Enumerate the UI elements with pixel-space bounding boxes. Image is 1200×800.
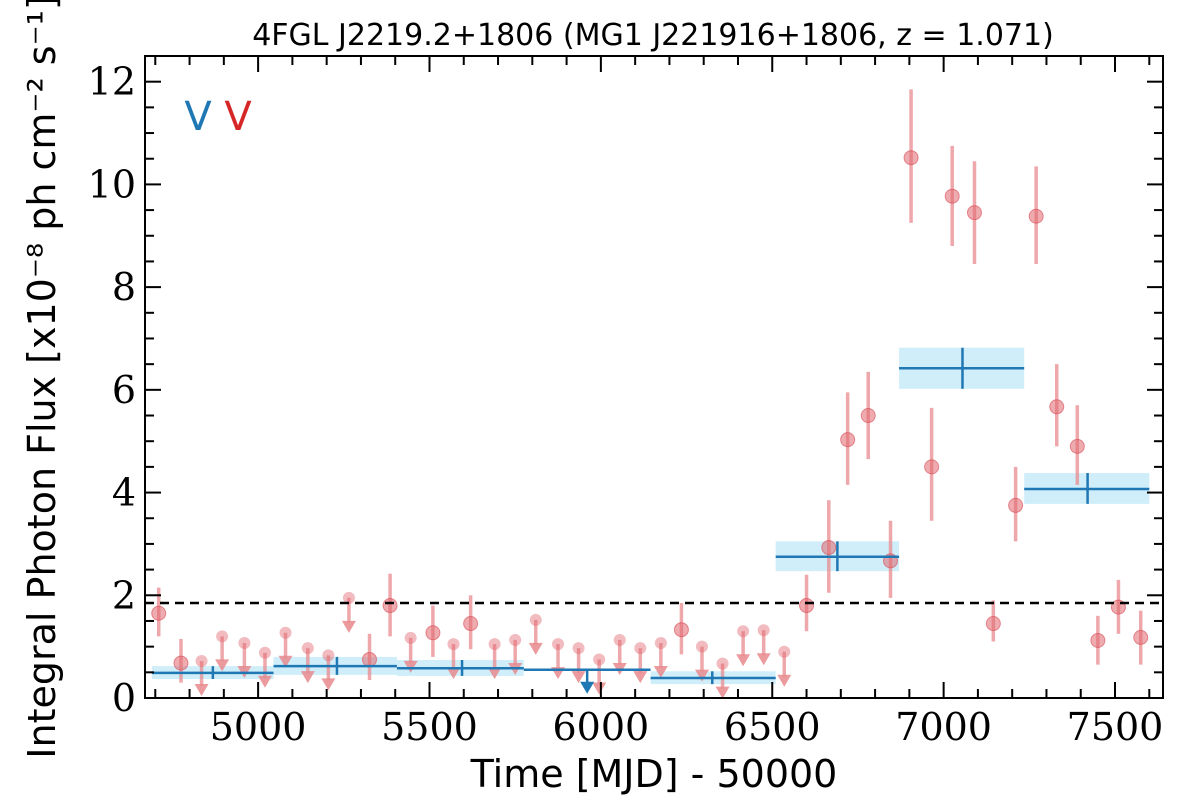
y-tick-label: 4 [112, 471, 136, 515]
short-bin-upper-limit-point [654, 637, 667, 650]
short-bin-upper-limit-point [447, 638, 460, 651]
short-bin-point [821, 540, 837, 556]
short-bin-upper-limit-marker [341, 620, 356, 633]
short-bin-upper-limit-marker [592, 682, 607, 695]
short-bin-upper-limit-marker [487, 667, 502, 680]
short-bin-point [463, 616, 479, 632]
short-bin-upper-limit-marker [300, 671, 315, 684]
short-bin-point [944, 188, 960, 204]
short-bin-upper-limit-marker [715, 686, 730, 699]
short-bin-upper-limit-marker [756, 653, 771, 666]
short-bin-upper-limit-marker [694, 669, 709, 682]
short-bin-upper-limit-marker [736, 654, 751, 667]
x-tick-label: 7000 [895, 705, 992, 749]
short-bin-upper-limit-marker [446, 667, 461, 680]
short-bin-upper-limit-point [342, 591, 355, 604]
short-bin-upper-limit-point [488, 638, 501, 651]
short-bin-upper-limit-marker [278, 655, 293, 668]
short-bin-point [382, 598, 398, 614]
short-bin-point [924, 459, 940, 475]
plot-area [145, 89, 1163, 699]
short-bin-upper-limit-marker [571, 671, 586, 684]
short-bin-point [860, 408, 876, 424]
short-bin-upper-limit-point [195, 655, 208, 668]
short-bin-upper-limit-marker [321, 678, 336, 691]
short-bin-upper-limit-marker [215, 659, 230, 672]
legend-mark: V [184, 94, 212, 140]
y-tick-label: 12 [88, 60, 136, 104]
short-bin-upper-limit-marker [257, 675, 272, 688]
short-bin-point [1049, 399, 1065, 415]
short-bin-upper-limit-point [757, 624, 770, 637]
short-bin-point [966, 205, 982, 221]
y-tick-label: 2 [112, 573, 136, 617]
y-tick-label: 0 [112, 676, 136, 720]
short-bin-point [840, 432, 856, 448]
short-bin-upper-limit-point [695, 640, 708, 653]
y-axis-title: Integral Photon Flux [x10⁻⁸ ph cm⁻² s⁻¹] [20, 0, 64, 759]
short-bin-upper-limit-point [737, 625, 750, 638]
short-bin-upper-limit-point [322, 649, 335, 662]
x-tick-label: 5000 [210, 705, 307, 749]
short-bin-point [1069, 438, 1085, 454]
short-bin-upper-limit-point [238, 637, 251, 650]
short-bin-upper-limit-point [716, 657, 729, 670]
short-bin-upper-limit-point [216, 630, 229, 643]
short-bin-point [1028, 208, 1044, 224]
short-bin-upper-limit-point [552, 638, 565, 651]
legend-mark: V [224, 94, 252, 140]
x-tick-label: 5500 [381, 705, 478, 749]
short-bin-point [985, 616, 1001, 632]
short-bin-point [1008, 497, 1024, 513]
short-bin-point [151, 605, 167, 621]
short-bin-upper-limit-point [634, 642, 647, 655]
short-bin-point [1090, 632, 1106, 648]
axis-tick-labels: 5000 5500 6000 6500 7000 7500 0 2 4 6 8 10 12 [88, 60, 1164, 749]
x-tick-label: 7500 [1067, 705, 1164, 749]
short-bin-upper-limit-point [509, 633, 522, 646]
short-bin-point [362, 651, 378, 667]
x-axis-title: Time [MJD] - 50000 [470, 752, 838, 796]
short-bin-upper-limit-point [301, 642, 314, 655]
short-bin-point [1133, 629, 1149, 645]
short-bin-upper-limit-point [613, 633, 626, 646]
short-bin-point [799, 598, 815, 614]
short-bin-point [903, 150, 919, 166]
short-bin-upper-limit-point [778, 645, 791, 658]
short-bin-upper-limit-marker [777, 674, 792, 687]
x-tick-label: 6000 [553, 705, 650, 749]
long-bin-upper-limit-marker [580, 681, 595, 694]
short-bin-upper-limit-point [279, 626, 292, 639]
x-tick-label: 6500 [724, 705, 821, 749]
chart-title: 4FGL J2219.2+1806 (MG1 J221916+1806, z =… [252, 18, 1054, 53]
short-bin-point [173, 655, 189, 671]
short-bin-upper-limit-point [404, 631, 417, 644]
plot-frame [144, 55, 1164, 699]
short-bin-upper-limit-marker [403, 660, 418, 673]
short-bin-upper-limit-point [593, 653, 606, 666]
y-tick-label: 6 [112, 368, 136, 412]
short-bin-upper-limit-marker [653, 666, 668, 679]
y-tick-label: 10 [88, 162, 136, 206]
short-bin-upper-limit-point [529, 613, 542, 626]
short-bin-point [425, 625, 441, 641]
axis-ticks [145, 56, 1163, 699]
short-bin-upper-limit-marker [633, 671, 648, 684]
y-tick-label: 8 [112, 265, 136, 309]
short-bin-upper-limit-point [258, 646, 271, 659]
short-bin-upper-limit-marker [194, 684, 209, 697]
short-bin-upper-limit-point [572, 642, 585, 655]
short-bin-upper-limit-marker [528, 642, 543, 655]
short-bin-point [673, 622, 689, 638]
